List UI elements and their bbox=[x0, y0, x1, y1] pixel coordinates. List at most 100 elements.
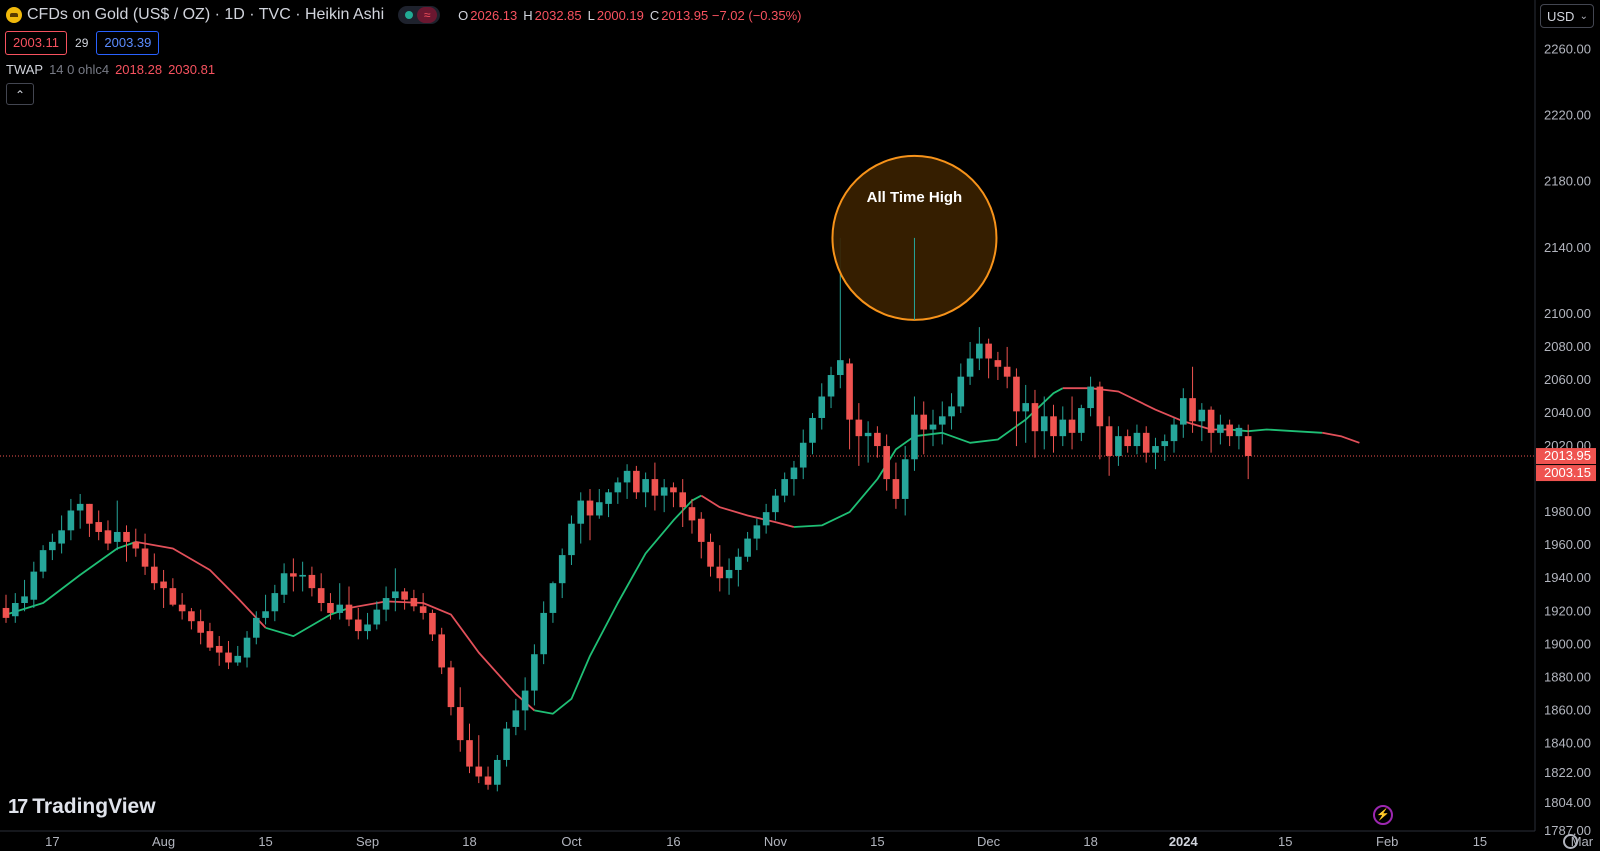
candle-body bbox=[994, 360, 1002, 367]
candle-body bbox=[1226, 424, 1233, 437]
candle-body bbox=[837, 360, 844, 376]
candle-body bbox=[1087, 386, 1094, 409]
time-tick-label: Nov bbox=[764, 834, 788, 849]
candles bbox=[2, 237, 1252, 792]
close-value: 2013.95 −7.02 (−0.35%) bbox=[661, 7, 802, 23]
candle-body bbox=[39, 550, 47, 572]
candle-body bbox=[76, 503, 84, 511]
time-tick-label: Dec bbox=[977, 834, 1001, 849]
candle-body bbox=[1013, 376, 1020, 412]
candle-body bbox=[178, 604, 186, 612]
buy-price-button[interactable]: 2003.39 bbox=[96, 31, 160, 55]
candle-body bbox=[540, 612, 547, 655]
price-tick-label: 1787.00 bbox=[1544, 823, 1591, 838]
price-axis-bg bbox=[1535, 0, 1600, 851]
price-tick-label: 1822.00 bbox=[1544, 765, 1591, 780]
candle-body bbox=[151, 566, 158, 584]
candle-body bbox=[271, 593, 279, 612]
time-tick-label: 2024 bbox=[1169, 834, 1199, 849]
open-key: O bbox=[458, 7, 469, 23]
indicator-legend[interactable]: TWAP 14 0 ohlc4 2018.28 2030.81 bbox=[6, 62, 215, 77]
annotation-label: All Time High bbox=[867, 189, 963, 206]
price-tick-label: 2060.00 bbox=[1544, 372, 1591, 387]
spread-value: 29 bbox=[75, 36, 89, 50]
price-tick-label: 2040.00 bbox=[1544, 405, 1591, 420]
sell-price-button[interactable]: 2003.11 bbox=[5, 31, 68, 55]
price-tick-label: 1860.00 bbox=[1544, 702, 1591, 717]
candle-body bbox=[317, 588, 325, 604]
time-tick-label: 15 bbox=[258, 834, 272, 849]
candle-body bbox=[30, 571, 38, 600]
candle-body bbox=[299, 574, 306, 577]
price-tick-label: 2260.00 bbox=[1544, 42, 1591, 57]
low-key: L bbox=[587, 7, 595, 23]
indicator-params: 14 0 ohlc4 bbox=[49, 62, 110, 77]
price-tick-label: 2140.00 bbox=[1544, 240, 1591, 255]
candle-body bbox=[1124, 436, 1131, 447]
candle-body bbox=[846, 363, 853, 420]
brand-name: TradingView bbox=[32, 795, 156, 818]
candle-body bbox=[595, 502, 603, 516]
candle-body bbox=[104, 530, 112, 544]
time-tick-label: 18 bbox=[1083, 834, 1097, 849]
price-tick-label: 1840.00 bbox=[1544, 735, 1591, 750]
candle-body bbox=[466, 740, 473, 767]
candle-body bbox=[169, 588, 177, 605]
candle-body bbox=[197, 621, 204, 633]
candle-body bbox=[132, 541, 140, 549]
candle-body bbox=[633, 470, 640, 493]
candle-body bbox=[874, 432, 881, 447]
gear-icon[interactable] bbox=[1563, 834, 1578, 849]
high-key: H bbox=[523, 7, 533, 23]
candle-body bbox=[1152, 446, 1159, 453]
time-tick-label: 18 bbox=[462, 834, 476, 849]
symbol-title[interactable]: CFDs on Gold (US$ / OZ) · 1D · TVC · Hei… bbox=[27, 6, 385, 23]
candle-body bbox=[1207, 409, 1215, 433]
delay-icon: ≈ bbox=[417, 7, 438, 23]
candle-body bbox=[438, 634, 445, 668]
all-time-high-annotation[interactable]: All Time High bbox=[831, 154, 998, 321]
candle-body bbox=[679, 492, 687, 508]
candle-body bbox=[67, 510, 75, 531]
lightning-icon[interactable]: ⚡ bbox=[1373, 805, 1393, 825]
candle-body bbox=[1105, 426, 1113, 456]
collapse-legend-button[interactable]: ⌃ bbox=[6, 83, 34, 105]
candle-body bbox=[123, 531, 130, 542]
candle-body bbox=[280, 573, 288, 595]
candle-body bbox=[948, 406, 955, 417]
candle-body bbox=[1198, 409, 1206, 422]
candle-body bbox=[447, 667, 455, 708]
twap-segment bbox=[5, 541, 137, 616]
price-label-bg bbox=[1536, 465, 1596, 482]
ohlc-values: O 2026.13 H 2032.85 L 2000.19 C 2013.95 −7.0… bbox=[458, 8, 805, 23]
candle-body bbox=[1142, 432, 1150, 453]
candle-body bbox=[772, 495, 779, 513]
market-status-pill[interactable]: ≈ bbox=[398, 6, 441, 24]
candle-body bbox=[11, 603, 19, 617]
candle-body bbox=[762, 512, 770, 526]
time-axis-bg bbox=[0, 831, 1535, 851]
candle-body bbox=[864, 432, 872, 437]
price-tick-label: 1980.00 bbox=[1544, 504, 1591, 519]
tradingview-mark-icon: 17 bbox=[8, 795, 28, 818]
candle-body bbox=[855, 419, 863, 437]
price-axis[interactable]: 2260.00 2220.00 2180.00 2140.00 2100.00 2080.… bbox=[1534, 0, 1600, 851]
candle-body bbox=[614, 482, 622, 493]
candle-body bbox=[206, 631, 214, 648]
currency-select[interactable]: USD ⌄ bbox=[1540, 4, 1594, 28]
time-axis[interactable]: 17 Aug 15 Sep 18 Oct 16 Nov 15 Dec 18 2024 15 Feb 15 Ma… bbox=[0, 830, 1594, 851]
indicator-value-1: 2018.28 bbox=[115, 62, 163, 77]
candle-body bbox=[790, 467, 798, 480]
candle-body bbox=[234, 655, 242, 663]
candle-body bbox=[531, 654, 538, 691]
candle-body bbox=[290, 573, 297, 577]
tradingview-logo[interactable]: 17 TradingView bbox=[8, 795, 156, 819]
chevron-up-icon: ⌃ bbox=[14, 88, 26, 102]
candle-body bbox=[586, 500, 594, 516]
candle-body bbox=[1059, 419, 1067, 437]
price-tick-label: 1920.00 bbox=[1544, 603, 1591, 618]
twap-line bbox=[5, 387, 1360, 715]
candle-body bbox=[827, 375, 835, 397]
indicator-value-2: 2030.81 bbox=[168, 62, 216, 77]
